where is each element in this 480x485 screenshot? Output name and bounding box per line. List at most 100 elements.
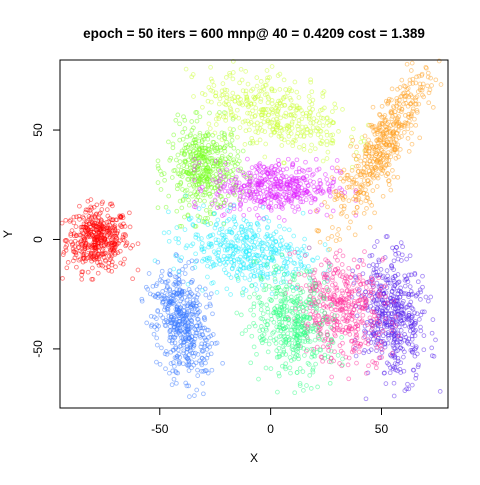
data-point bbox=[162, 351, 168, 357]
data-point bbox=[219, 92, 225, 98]
data-point bbox=[257, 88, 262, 94]
data-point bbox=[189, 311, 194, 317]
data-point bbox=[70, 241, 76, 247]
data-point bbox=[363, 170, 368, 176]
data-point bbox=[265, 309, 271, 315]
data-point bbox=[228, 107, 234, 112]
data-point bbox=[193, 232, 199, 238]
data-point bbox=[74, 264, 79, 270]
data-point bbox=[265, 271, 271, 277]
data-point bbox=[216, 134, 222, 140]
data-point bbox=[196, 160, 202, 166]
data-point bbox=[199, 240, 205, 246]
data-point bbox=[306, 362, 312, 367]
data-point bbox=[289, 121, 295, 127]
data-point bbox=[251, 304, 257, 310]
data-point bbox=[423, 64, 429, 70]
data-point bbox=[189, 173, 195, 179]
data-point bbox=[234, 180, 240, 186]
data-point bbox=[194, 118, 200, 124]
data-point bbox=[302, 187, 308, 193]
data-point bbox=[73, 224, 79, 229]
data-point bbox=[382, 320, 388, 326]
data-point bbox=[85, 269, 91, 275]
data-point bbox=[374, 173, 380, 179]
data-point bbox=[391, 174, 397, 180]
data-point bbox=[398, 240, 404, 245]
data-point bbox=[249, 135, 255, 141]
data-point bbox=[275, 168, 281, 173]
data-point bbox=[349, 310, 355, 316]
data-point bbox=[436, 58, 442, 64]
data-point bbox=[389, 86, 395, 92]
data-point bbox=[308, 132, 313, 138]
data-point bbox=[336, 227, 341, 232]
data-point bbox=[259, 176, 265, 182]
data-point bbox=[212, 211, 217, 217]
data-point bbox=[400, 346, 405, 352]
data-point bbox=[397, 366, 403, 372]
data-point bbox=[361, 161, 367, 166]
data-point bbox=[265, 118, 270, 123]
data-point bbox=[298, 343, 303, 349]
data-point bbox=[243, 198, 248, 204]
data-point bbox=[371, 267, 377, 272]
data-point bbox=[282, 364, 288, 370]
data-point bbox=[174, 309, 180, 315]
data-point bbox=[180, 267, 185, 272]
data-point bbox=[386, 178, 392, 183]
data-point bbox=[226, 179, 232, 184]
data-point bbox=[199, 236, 204, 241]
data-point bbox=[324, 292, 330, 297]
data-point bbox=[304, 383, 309, 388]
data-point bbox=[426, 100, 432, 106]
data-point bbox=[329, 296, 335, 302]
data-point bbox=[325, 236, 331, 241]
data-point bbox=[188, 152, 194, 157]
data-point bbox=[243, 188, 249, 194]
data-point bbox=[319, 107, 325, 112]
data-point bbox=[94, 202, 100, 208]
data-point bbox=[154, 342, 160, 348]
data-point bbox=[353, 210, 359, 215]
data-point bbox=[169, 175, 175, 180]
data-point bbox=[282, 342, 287, 348]
data-point bbox=[354, 144, 359, 150]
data-point bbox=[290, 204, 296, 210]
data-point bbox=[202, 220, 208, 225]
data-point bbox=[182, 214, 187, 220]
data-point bbox=[191, 143, 196, 149]
data-point bbox=[215, 217, 221, 223]
data-point bbox=[196, 218, 202, 223]
data-point bbox=[379, 347, 385, 352]
data-point bbox=[208, 221, 214, 226]
data-point bbox=[324, 115, 330, 121]
data-point bbox=[324, 156, 330, 161]
data-point bbox=[430, 317, 436, 322]
data-point bbox=[265, 171, 270, 176]
data-point bbox=[348, 219, 353, 225]
data-point bbox=[182, 271, 188, 276]
data-point bbox=[122, 224, 128, 229]
data-point bbox=[253, 206, 258, 211]
data-point bbox=[380, 193, 386, 199]
data-point bbox=[203, 257, 208, 262]
data-point bbox=[328, 359, 334, 365]
data-point bbox=[332, 254, 338, 260]
data-point bbox=[186, 329, 192, 335]
data-point bbox=[162, 304, 168, 310]
data-point bbox=[100, 245, 106, 251]
data-point bbox=[341, 178, 346, 184]
data-point bbox=[338, 176, 343, 181]
data-point bbox=[407, 324, 412, 330]
data-point bbox=[322, 296, 327, 301]
data-point bbox=[232, 244, 238, 250]
data-point bbox=[81, 221, 87, 227]
data-point bbox=[242, 253, 248, 259]
data-point bbox=[110, 203, 115, 209]
data-point bbox=[209, 79, 215, 84]
data-point bbox=[308, 386, 314, 391]
data-point bbox=[269, 106, 274, 112]
data-point bbox=[130, 276, 135, 282]
data-point bbox=[212, 197, 218, 203]
